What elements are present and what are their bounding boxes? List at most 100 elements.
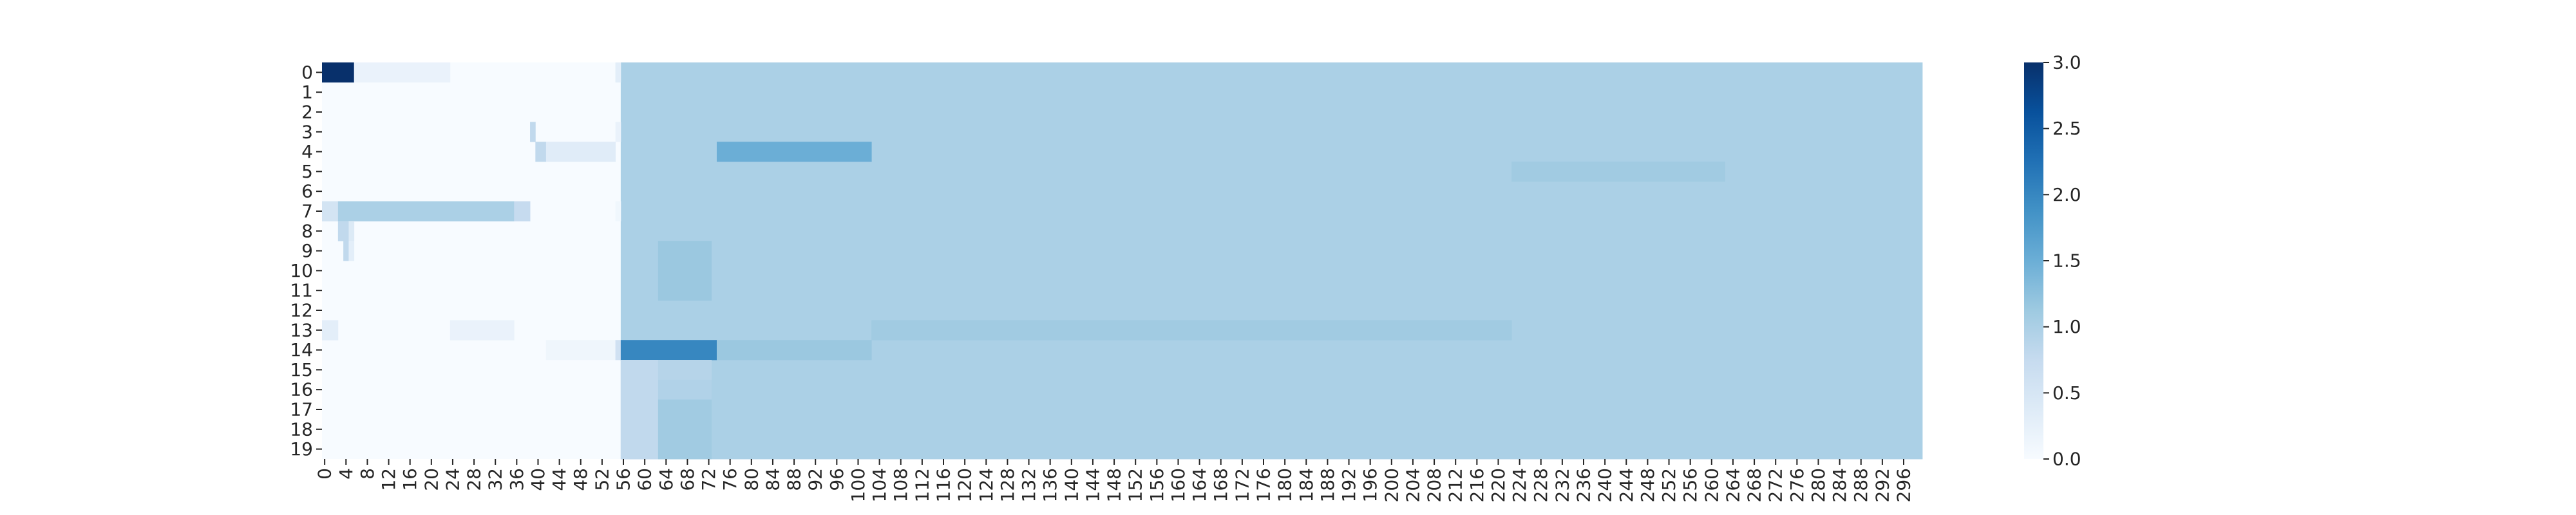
x-tick-label: 124 xyxy=(976,468,997,502)
heatmap-cell-block xyxy=(545,340,616,360)
x-tick-label: 176 xyxy=(1253,468,1274,502)
x-tick-label: 280 xyxy=(1808,468,1829,502)
x-tick-label: 188 xyxy=(1317,468,1338,502)
x-tick-label: 288 xyxy=(1850,468,1871,502)
heatmap-cell-block xyxy=(1511,162,1725,182)
x-tick-label: 28 xyxy=(464,468,485,491)
y-tick-label: 19 xyxy=(290,438,313,460)
x-tick-label: 108 xyxy=(890,468,911,502)
heatmap-cell-block xyxy=(620,340,717,360)
x-tick-label: 120 xyxy=(954,468,976,502)
colorbar-tick-label: 0.0 xyxy=(2052,449,2081,470)
x-tick-label: 80 xyxy=(741,468,762,491)
y-tick-label: 7 xyxy=(301,201,313,222)
y-tick-label: 15 xyxy=(290,359,313,380)
x-tick-label: 132 xyxy=(1018,468,1039,502)
heatmap-cell-block xyxy=(716,340,872,360)
x-tick-label: 40 xyxy=(527,468,549,491)
x-tick-label: 156 xyxy=(1146,468,1168,502)
x-tick-label: 96 xyxy=(826,468,848,491)
x-tick-label: 204 xyxy=(1402,468,1423,502)
x-tick-label: 292 xyxy=(1871,468,1893,502)
y-tick-label: 6 xyxy=(301,181,313,202)
x-tick-label: 16 xyxy=(399,468,421,491)
x-tick-label: 184 xyxy=(1296,468,1317,502)
y-tick-label: 16 xyxy=(290,379,313,400)
x-tick-label: 128 xyxy=(997,468,1018,502)
x-tick-label: 72 xyxy=(698,468,719,491)
colorbar-tick-label: 2.5 xyxy=(2052,118,2081,139)
colorbar-tick-label: 0.5 xyxy=(2052,382,2081,404)
heatmap-cell-block xyxy=(658,360,712,380)
x-tick-label: 200 xyxy=(1381,468,1402,502)
y-tick-label: 14 xyxy=(290,339,313,360)
heatmap-cell-block xyxy=(514,201,531,221)
x-tick-label: 284 xyxy=(1829,468,1850,502)
x-tick-label: 140 xyxy=(1061,468,1082,502)
colorbar-tick-label: 2.0 xyxy=(2052,184,2081,205)
y-tick-label: 10 xyxy=(290,260,313,281)
x-tick-label: 160 xyxy=(1168,468,1189,502)
x-tick-label: 260 xyxy=(1701,468,1722,502)
x-tick-label: 4 xyxy=(336,468,357,480)
x-tick-label: 36 xyxy=(506,468,527,491)
heatmap-cell-block xyxy=(658,241,712,301)
x-tick-label: 8 xyxy=(357,468,378,480)
x-tick-label: 60 xyxy=(634,468,656,491)
y-tick-label: 8 xyxy=(301,220,313,241)
heatmap-cell-block xyxy=(343,241,349,261)
x-tick-label: 152 xyxy=(1125,468,1146,502)
x-tick-label: 252 xyxy=(1658,468,1680,502)
x-tick-label: 264 xyxy=(1722,468,1743,502)
x-tick-label: 32 xyxy=(485,468,506,491)
heatmap-cell-block xyxy=(615,340,621,360)
x-tick-label: 136 xyxy=(1039,468,1061,502)
y-tick-label: 18 xyxy=(290,418,313,440)
x-tick-label: 180 xyxy=(1274,468,1296,502)
y-tick-label: 1 xyxy=(301,82,313,103)
x-tick-label: 76 xyxy=(719,468,741,491)
heatmap-cell-block xyxy=(354,62,451,83)
heatmap-cell-block xyxy=(348,241,355,261)
heatmap-cell-block xyxy=(450,320,515,341)
colorbar-tick-label: 1.0 xyxy=(2052,316,2081,337)
x-tick-label: 192 xyxy=(1338,468,1359,502)
x-tick-label: 240 xyxy=(1595,468,1616,502)
x-tick-label: 44 xyxy=(549,468,570,491)
x-tick-label: 68 xyxy=(677,468,698,491)
y-tick-label: 4 xyxy=(301,141,313,162)
x-axis: 0 4 8 12 16 20 24 28 32 36 40 44 48 52 56 60 64 68 72 76 80 8… xyxy=(314,459,1915,502)
y-tick-label: 5 xyxy=(301,161,313,182)
heatmap-cells xyxy=(322,62,1923,460)
heatmap-cell-block xyxy=(322,320,339,341)
x-tick-label: 112 xyxy=(911,468,933,502)
heatmap-cell-block xyxy=(620,62,1923,460)
x-tick-label: 100 xyxy=(848,468,869,502)
x-tick-label: 224 xyxy=(1509,468,1530,502)
x-tick-label: 116 xyxy=(933,468,954,502)
heatmap-cell-block xyxy=(322,62,355,83)
y-tick-label: 2 xyxy=(301,102,313,123)
x-tick-label: 272 xyxy=(1765,468,1786,502)
x-tick-label: 48 xyxy=(570,468,591,491)
x-tick-label: 196 xyxy=(1359,468,1381,502)
heatmap-cell-block xyxy=(337,201,515,221)
x-tick-label: 92 xyxy=(805,468,826,491)
x-tick-label: 52 xyxy=(591,468,612,491)
x-tick-label: 56 xyxy=(613,468,634,491)
colorbar-gradient xyxy=(2024,62,2043,459)
y-tick-label: 12 xyxy=(290,300,313,321)
colorbar-tick-label: 1.5 xyxy=(2052,250,2081,272)
y-tick-label: 17 xyxy=(290,399,313,420)
x-tick-label: 268 xyxy=(1744,468,1765,502)
heatmap-cell-block xyxy=(348,221,355,241)
x-tick-label: 148 xyxy=(1104,468,1125,502)
x-tick-label: 248 xyxy=(1637,468,1658,502)
heatmap-cell-block xyxy=(545,142,616,162)
heatmap-cell-block xyxy=(615,62,621,83)
y-tick-label: 13 xyxy=(290,319,313,341)
heatmap-cell-block xyxy=(530,122,536,142)
x-tick-label: 0 xyxy=(314,468,336,480)
x-tick-label: 24 xyxy=(442,468,463,491)
